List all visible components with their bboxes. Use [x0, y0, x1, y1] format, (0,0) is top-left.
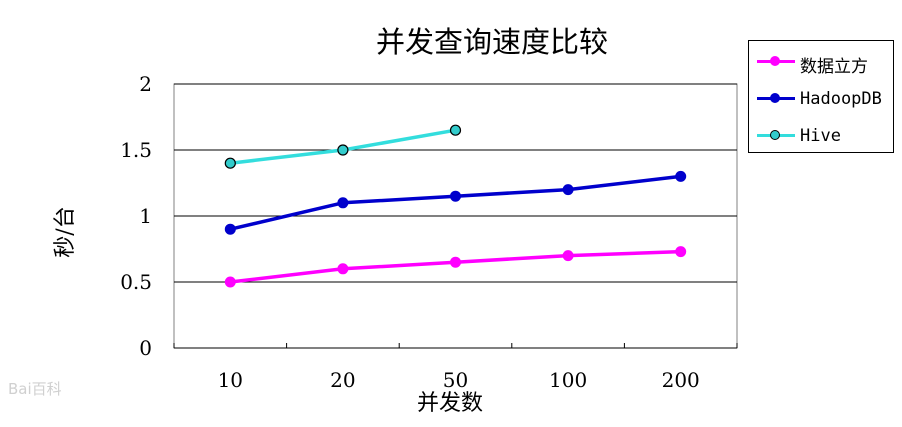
- legend-item-series-1: 数据立方: [749, 47, 895, 77]
- data-point: [675, 170, 687, 182]
- watermark-logo: Bai百科: [8, 380, 62, 398]
- legend-marker-swatch: [770, 130, 780, 140]
- data-point: [675, 246, 687, 258]
- legend-label: 数据立方: [800, 57, 868, 77]
- series-3: [224, 124, 462, 169]
- data-point: [337, 263, 349, 275]
- y-tick-label: 0.5: [120, 270, 152, 294]
- y-tick-label: 1.5: [120, 138, 152, 162]
- data-point: [224, 223, 236, 235]
- legend-item-series-2: HadoopDB: [749, 84, 895, 114]
- data-point: [224, 276, 236, 288]
- x-tick-label: 100: [549, 368, 587, 392]
- data-point: [450, 256, 461, 268]
- x-tick-label: 50: [443, 368, 468, 392]
- chart-title: 并发查询速度比较: [376, 25, 608, 59]
- legend-item-series-3: Hive: [749, 121, 895, 151]
- data-point: [562, 184, 574, 196]
- x-tick-label: 200: [662, 368, 700, 392]
- legend: 数据立方 HadoopDB Hive: [748, 40, 894, 153]
- axes: 0 0.5 1 1.5 2 10 20 50 100 200: [120, 72, 738, 392]
- grid-lines: [174, 83, 737, 283]
- y-tick-label: 0: [139, 336, 152, 360]
- data-point: [562, 250, 574, 262]
- legend-label: Hive: [800, 126, 841, 146]
- data-point: [337, 144, 349, 156]
- y-tick-label: 2: [139, 72, 152, 96]
- data-point: [224, 157, 236, 169]
- x-tick-label: 10: [218, 368, 243, 392]
- data-point: [337, 197, 349, 209]
- data-point: [449, 124, 462, 136]
- x-axis-label: 并发数: [417, 391, 483, 416]
- series-1: [224, 246, 687, 288]
- series-layer: [224, 124, 687, 288]
- legend-marker-swatch: [770, 93, 780, 103]
- series-2: [224, 170, 687, 235]
- data-point: [450, 190, 461, 202]
- y-tick-label: 1: [139, 204, 152, 228]
- y-axis-label: 秒/台: [53, 206, 78, 257]
- legend-marker-swatch: [770, 56, 780, 66]
- legend-label: HadoopDB: [800, 89, 882, 109]
- x-tick-label: 20: [330, 368, 355, 392]
